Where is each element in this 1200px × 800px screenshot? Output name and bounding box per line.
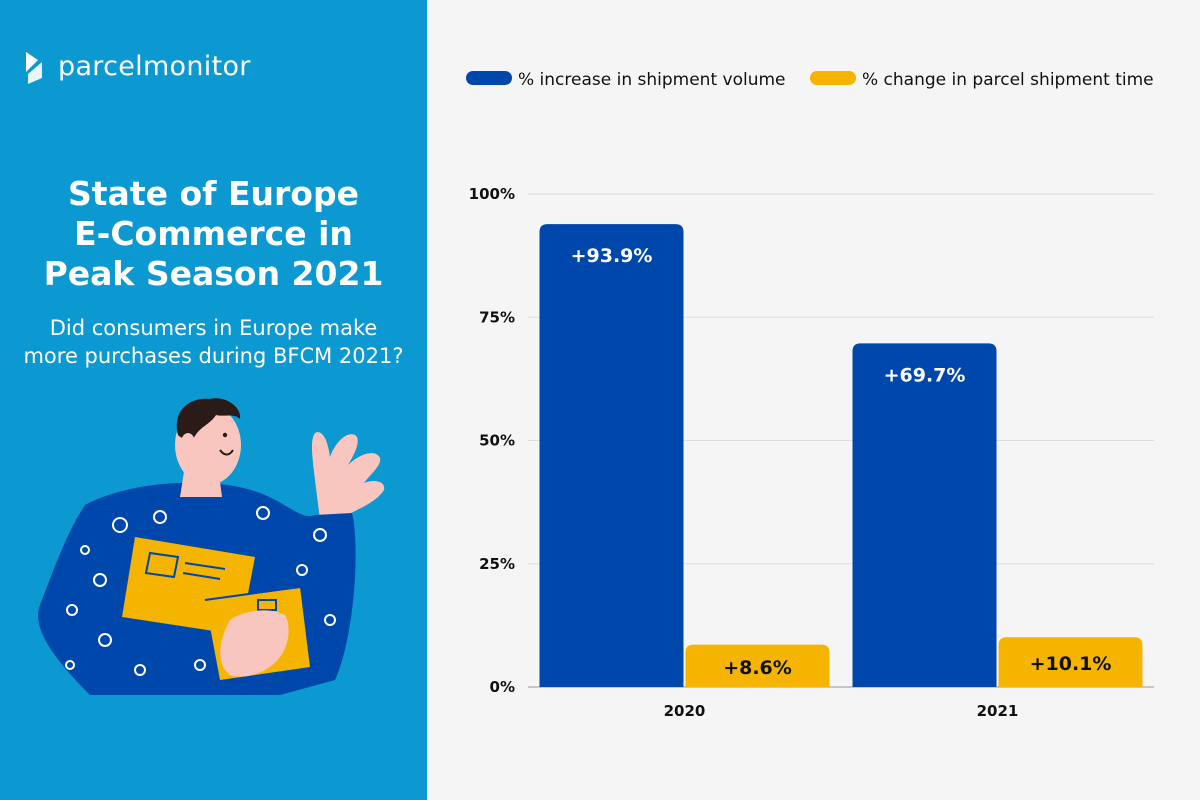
y-tick-label: 100% [469,185,515,203]
title-line: State of Europe [68,174,359,213]
page-title: State of Europe E-Commerce in Peak Seaso… [0,174,427,294]
y-tick-label: 25% [479,555,515,573]
y-axis-ticks: 0% 25% 50% 75% 100% [469,185,515,696]
bar-value-label: +10.1% [1030,653,1112,675]
bar-volume-2021 [852,343,997,687]
brand-logo: parcelmonitor [24,46,251,86]
subtitle-line: Did consumers in Europe make [49,316,378,340]
y-tick-label: 50% [479,432,515,450]
person-with-parcels-illustration [38,398,385,695]
bar-time-2020 [685,644,830,687]
y-tick-label: 75% [479,308,515,326]
chart-legend: % increase in shipment volume % change i… [466,70,1154,90]
subtitle-line: more purchases during BFCM 2021? [23,344,404,368]
x-tick-label: 2021 [977,702,1019,720]
page-subtitle: Did consumers in Europe make more purcha… [0,314,427,370]
x-tick-label: 2020 [664,702,706,720]
legend-label-time: % change in parcel shipment time [862,70,1154,90]
bar-value-label: +8.6% [723,657,792,679]
bar-value-label: +69.7% [884,364,966,386]
y-tick-label: 0% [490,678,515,696]
title-line: E-Commerce in [74,214,353,253]
brand-name: parcelmonitor [58,50,251,82]
parcel-logo-icon [26,52,42,84]
bar-volume-2020 [539,224,684,687]
legend-swatch-time [810,71,856,85]
title-line: Peak Season 2021 [43,254,384,293]
left-panel: parcelmonitor State of Europe E-Commerce… [0,0,427,800]
legend-swatch-volume [466,71,512,85]
bar-time-2021 [998,637,1143,687]
bar-chart: % increase in shipment volume % change i… [466,70,1154,720]
chart-bar-labels: +93.9% +8.6% +69.7% +10.1% [571,245,1112,679]
x-axis-ticks: 2020 2021 [664,702,1019,720]
bar-value-label: +93.9% [571,245,653,267]
legend-label-volume: % increase in shipment volume [518,70,786,90]
chart-bars [539,224,1143,687]
